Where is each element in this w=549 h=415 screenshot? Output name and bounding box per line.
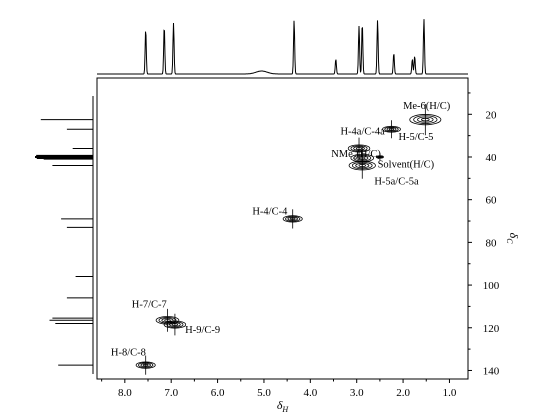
x-tick-label: 8.0 bbox=[118, 387, 132, 399]
x-tick-label: 3.0 bbox=[350, 387, 364, 399]
cross-peak bbox=[347, 137, 371, 160]
peak-label: H-7/C-7 bbox=[132, 299, 167, 310]
peak-label: Me-6(H/C) bbox=[403, 101, 451, 112]
y-tick-label: 100 bbox=[483, 280, 500, 292]
proton-spectrum-trace bbox=[97, 19, 468, 75]
y-axis: 20 40 60 80 100 120 140 bbox=[468, 92, 500, 377]
y-tick-label: 120 bbox=[483, 323, 500, 335]
cross-peak bbox=[382, 120, 401, 139]
peak-label: H-4a/C-4a bbox=[340, 127, 385, 138]
peak-label: H-8/C-8 bbox=[111, 348, 146, 359]
peak-label: H-9/C-9 bbox=[185, 325, 220, 336]
x-tick-label: 2.0 bbox=[396, 387, 410, 399]
cross-peak bbox=[409, 104, 442, 136]
x-tick-label: 4.0 bbox=[303, 387, 317, 399]
y-tick-label: 40 bbox=[486, 152, 498, 164]
peak-label: Solvent(H/C) bbox=[378, 160, 435, 171]
cross-peak bbox=[282, 209, 303, 229]
y-tick-label: 60 bbox=[486, 195, 498, 207]
x-tick-label: 7.0 bbox=[164, 387, 178, 399]
x-tick-label: 6.0 bbox=[211, 387, 225, 399]
y-tick-label: 80 bbox=[486, 237, 498, 249]
cross-peak bbox=[163, 313, 187, 336]
y-axis-label: δC bbox=[505, 233, 521, 245]
peak-label: H-5/C-5 bbox=[398, 132, 433, 143]
cross-peak bbox=[135, 355, 156, 375]
x-tick-label: 5.0 bbox=[257, 387, 271, 399]
plot-area-frame bbox=[96, 77, 469, 380]
y-tick-label: 20 bbox=[486, 109, 498, 121]
cross-peaks bbox=[135, 104, 442, 375]
peak-label: H-5a/C-5a bbox=[374, 177, 419, 188]
y-tick-label: 140 bbox=[483, 365, 500, 377]
x-axis-label: δH bbox=[277, 398, 290, 414]
peak-label: H-4/C-4 bbox=[252, 207, 288, 218]
x-tick-label: 1.0 bbox=[443, 387, 457, 399]
peak-label: NMe₂(H/C) bbox=[331, 149, 381, 160]
cross-peak bbox=[348, 152, 376, 179]
carbon-projection bbox=[35, 96, 94, 374]
cross-peak bbox=[375, 153, 384, 161]
proton-projection bbox=[97, 19, 468, 75]
peak-annotations: Me-6(H/C) H-4a/C-4a H-5/C-5 NMe₂(H/C)Solven… bbox=[111, 101, 451, 359]
x-axis: 8.0 7.0 6.0 5.0 4.0 3.0 2.0 1.0 bbox=[101, 379, 457, 399]
